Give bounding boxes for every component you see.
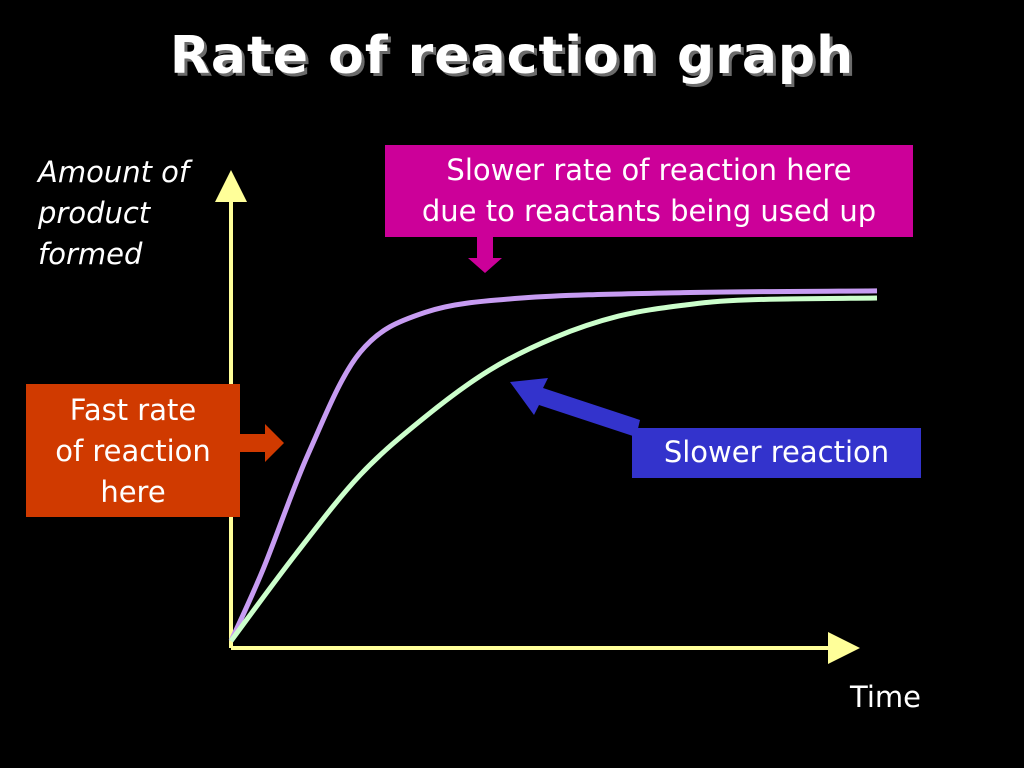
slower-rate-box: Slower rate of reaction here due to reac… [385,145,913,237]
fast-reaction-curve [228,288,878,643]
top-box-arrow [468,237,502,273]
fast-rate-box: Fast rate of reaction here [26,384,240,517]
y-axis-label: Amount of product formed [38,152,228,275]
slower-rate-line-1: Slower rate of reaction here [446,153,852,187]
fast-rate-line-2: of reaction [55,434,211,468]
slower-rate-line-2: due to reactants being used up [421,194,877,228]
fast-rate-line-3: here [100,475,166,509]
y-axis-label-line-1: Amount of [38,155,190,189]
slow-reaction-arrow [510,378,640,437]
slower-reaction-box: Slower reaction [632,428,921,478]
x-axis-label: Time [850,680,921,714]
fast-arrow [240,424,284,462]
slow-reaction-curve [228,295,878,643]
chart-title: Rate of reaction graph [169,26,855,86]
y-axis-label-line-3: formed [38,237,143,271]
fast-rate-line-1: Fast rate [69,393,197,427]
y-axis-label-line-2: product [38,196,151,230]
